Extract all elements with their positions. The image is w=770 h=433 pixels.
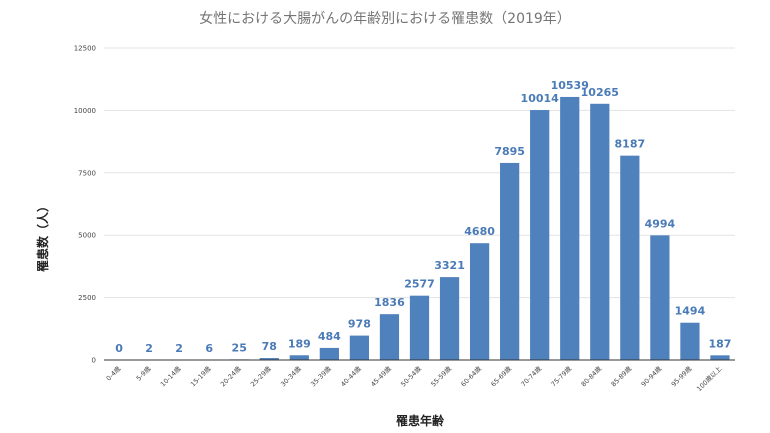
x-tick-label: 60-64歳 (459, 364, 484, 389)
data-label: 3321 (434, 259, 465, 272)
data-label: 4680 (464, 225, 495, 238)
x-tick-label: 85-89歳 (609, 364, 634, 389)
x-tick-label: 10-14歳 (158, 364, 183, 389)
x-tick-label: 15-19歳 (188, 364, 213, 389)
data-label: 78 (262, 340, 277, 353)
x-tick-label: 40-44歳 (339, 364, 364, 389)
data-label: 6 (205, 342, 213, 355)
y-axis-ticks: 0 2500 5000 7500 10000 12500 (74, 45, 96, 365)
x-tick-label: 55-59歳 (429, 364, 454, 389)
bar (349, 335, 370, 360)
gridlines (104, 47, 735, 299)
bar (289, 355, 309, 360)
bar (319, 347, 339, 360)
x-tick-label: 5-9歳 (134, 364, 153, 383)
y-tick-label: 5000 (78, 232, 96, 240)
chart-title: 女性における大腸がんの年齢別における罹患数（2019年） (199, 10, 571, 27)
data-label: 1494 (675, 305, 706, 318)
x-tick-label: 30-34歳 (278, 364, 303, 389)
y-axis-title: 罹患数（人） (35, 200, 50, 272)
bar (590, 103, 610, 361)
data-label: 25 (232, 341, 247, 354)
data-label: 484 (318, 330, 341, 343)
bar (530, 110, 550, 360)
data-label: 8187 (615, 138, 646, 151)
data-label: 978 (348, 318, 371, 331)
bar (500, 162, 520, 360)
bar (650, 235, 670, 360)
bar (469, 243, 490, 360)
bar (259, 358, 279, 360)
y-tick-label: 12500 (74, 45, 96, 53)
y-tick-label: 10000 (74, 107, 96, 115)
bar (710, 355, 730, 360)
data-label: 10539 (551, 79, 589, 92)
x-tick-label: 70-74歳 (519, 364, 544, 389)
bars (139, 96, 730, 361)
bar (439, 277, 460, 360)
y-tick-label: 0 (92, 357, 96, 365)
data-label: 1836 (374, 296, 405, 309)
x-tick-label: 25-29歳 (248, 364, 273, 389)
x-tick-label: 80-84歳 (579, 364, 604, 389)
data-label: 187 (708, 337, 731, 350)
data-label: 10265 (581, 86, 619, 99)
bar (379, 314, 400, 360)
y-tick-label: 2500 (78, 294, 96, 302)
x-tick-label: 45-49歳 (369, 364, 394, 389)
x-axis-ticks: 0-4歳 5-9歳 10-14歳 15-19歳 20-24歳 25-29歳 30-34歳 35… (104, 364, 724, 393)
x-tick-label: 75-79歳 (549, 364, 574, 389)
x-tick-label: 0-4歳 (104, 364, 123, 383)
data-label: 10014 (521, 92, 560, 105)
data-label: 2 (175, 342, 183, 355)
data-label: 2 (145, 342, 153, 355)
x-axis-title: 罹患年齢 (396, 413, 445, 428)
bar (620, 155, 640, 360)
bar (680, 322, 700, 360)
x-tick-label: 20-24歳 (218, 364, 243, 389)
bar (409, 295, 430, 360)
x-tick-label: 65-69歳 (489, 364, 514, 389)
x-tick-label: 35-39歳 (308, 364, 333, 389)
data-label: 189 (288, 337, 311, 350)
bar (560, 96, 580, 360)
data-label: 2577 (404, 278, 435, 291)
data-label: 0 (115, 342, 123, 355)
data-label: 7895 (494, 145, 525, 158)
x-tick-label: 90-94歳 (639, 364, 664, 389)
y-tick-label: 7500 (78, 169, 96, 177)
x-tick-label: 100歳以上 (694, 364, 723, 393)
x-tick-label: 50-54歳 (399, 364, 424, 389)
x-tick-label: 95-99歳 (669, 364, 694, 389)
data-label: 4994 (645, 217, 676, 230)
